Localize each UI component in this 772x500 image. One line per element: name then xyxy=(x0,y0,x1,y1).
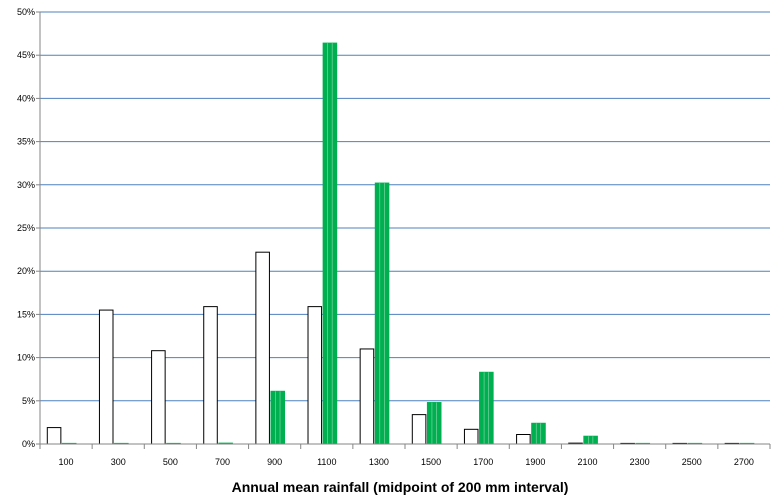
bar xyxy=(98,309,114,445)
bars xyxy=(46,42,755,445)
bar xyxy=(322,42,338,445)
y-tick-label: 45% xyxy=(17,50,35,60)
bar xyxy=(411,414,427,445)
bar xyxy=(203,306,218,445)
bar xyxy=(583,435,598,445)
y-tick-label: 10% xyxy=(17,353,35,363)
x-tick-label: 300 xyxy=(111,457,126,467)
x-tick-label: 1100 xyxy=(317,457,336,467)
y-tick-label: 20% xyxy=(17,266,35,276)
x-tick-labels: 100 300 500 700 900 1100 1300 1500 1700 1900 2100 2… xyxy=(59,457,754,467)
y-tick-label: 25% xyxy=(17,223,35,233)
x-tick-label: 900 xyxy=(267,457,282,467)
bar xyxy=(359,348,375,445)
bar xyxy=(46,427,62,445)
y-tick-label: 35% xyxy=(17,137,35,147)
bar xyxy=(426,402,442,445)
bar xyxy=(531,422,546,445)
bar xyxy=(374,182,390,445)
bar xyxy=(270,390,286,445)
x-tick-label: 1700 xyxy=(473,457,493,467)
bar xyxy=(463,428,479,445)
x-tick-label: 1500 xyxy=(421,457,441,467)
x-tick-label: 500 xyxy=(163,457,178,467)
x-tick-label: 2300 xyxy=(630,457,650,467)
x-tick-label: 100 xyxy=(59,457,74,467)
x-tick-label: 700 xyxy=(215,457,230,467)
y-tick-label: 40% xyxy=(17,93,35,103)
x-tick-label: 1300 xyxy=(369,457,389,467)
y-tick-label: 5% xyxy=(22,396,35,406)
x-tick-label: 2100 xyxy=(577,457,597,467)
axes xyxy=(36,11,771,449)
y-tick-labels: 0% 5% 10% 15% 20% 25% 30% 35% 40% 45% 50% xyxy=(17,7,35,449)
y-tick-label: 0% xyxy=(22,439,35,449)
bar xyxy=(307,306,323,445)
gridlines xyxy=(40,11,770,402)
x-axis-title: Annual mean rainfall (midpoint of 200 mm… xyxy=(232,479,569,495)
bar xyxy=(255,251,270,445)
bar xyxy=(516,433,531,445)
x-tick-label: 1900 xyxy=(525,457,545,467)
x-tick-label: 2700 xyxy=(734,457,754,467)
bar xyxy=(479,371,494,445)
y-tick-label: 30% xyxy=(17,180,35,190)
y-tick-label: 50% xyxy=(17,7,35,17)
x-tick-label: 2500 xyxy=(682,457,702,467)
bar xyxy=(151,350,166,445)
y-tick-label: 15% xyxy=(17,309,35,319)
